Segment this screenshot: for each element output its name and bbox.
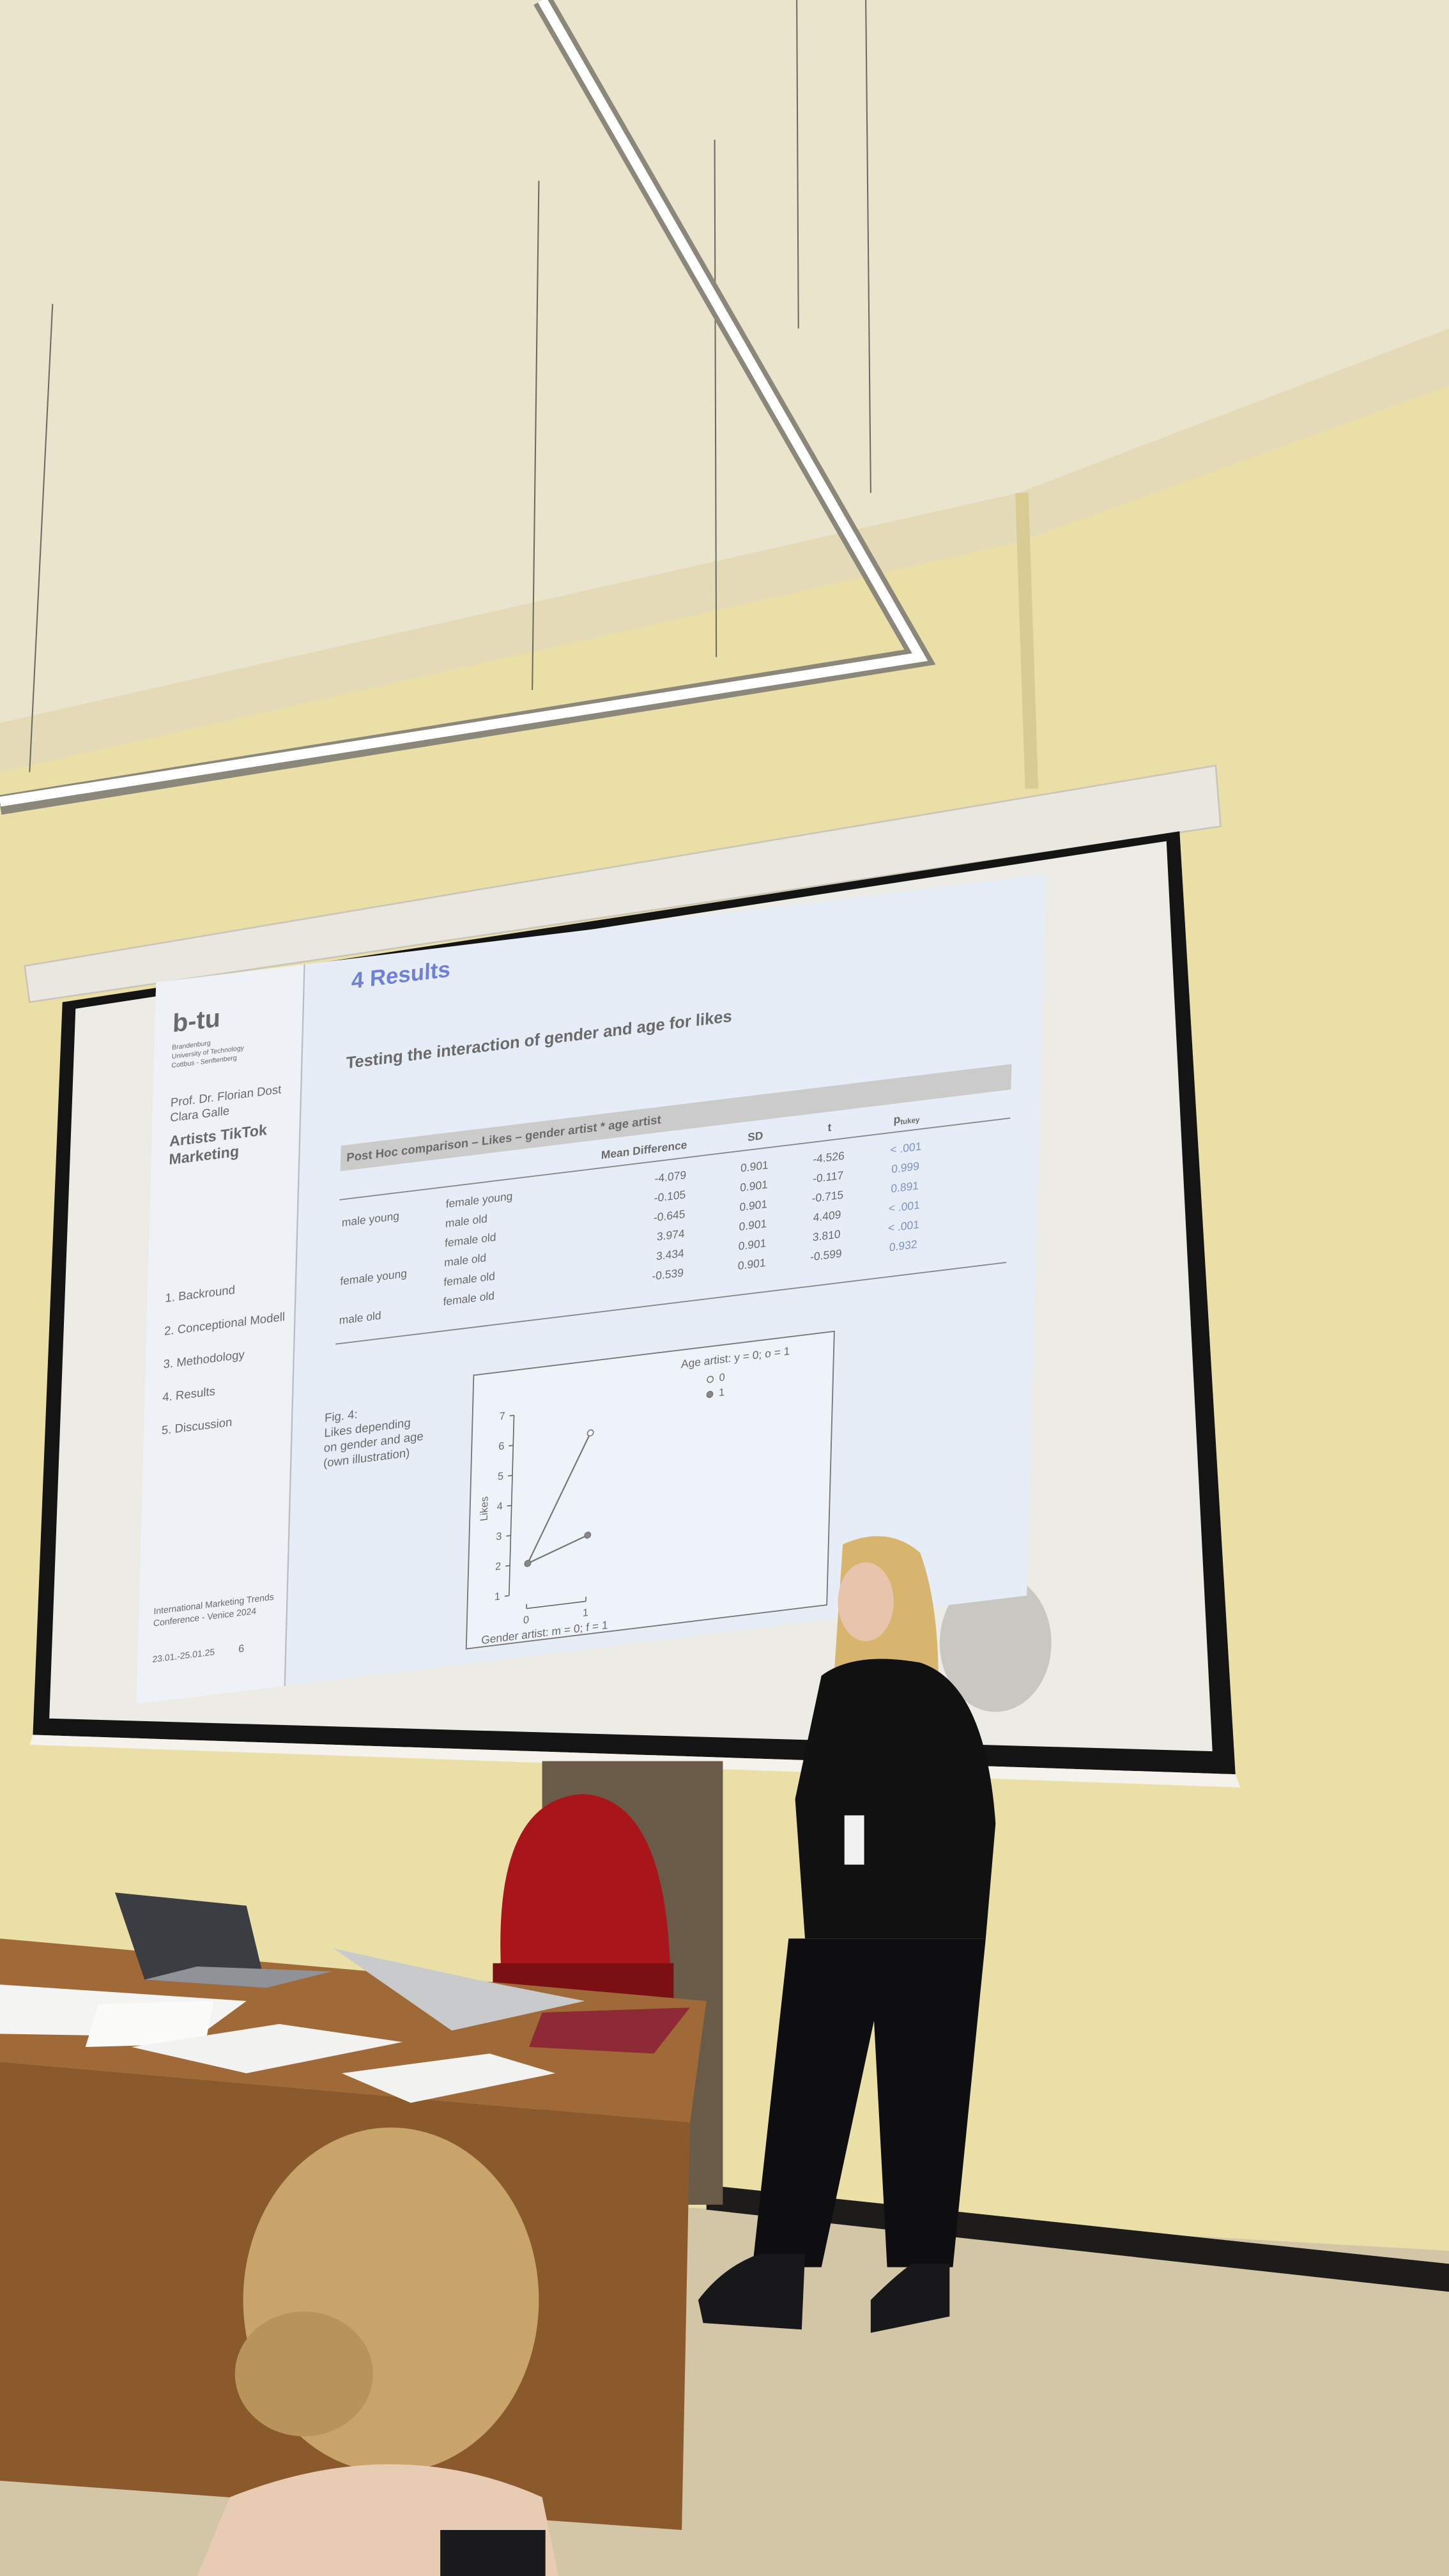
x-axis (526, 1600, 586, 1609)
y-tick (504, 1595, 509, 1597)
x-tick-label: 1 (583, 1607, 589, 1619)
table-rule (339, 1117, 1011, 1200)
table-caption-band (340, 1064, 1012, 1172)
y-tick-label: 5 (498, 1470, 504, 1482)
y-tick (507, 1475, 512, 1476)
papers (85, 2001, 214, 2047)
y-tick-label: 4 (496, 1500, 503, 1512)
presenter-trousers (752, 1938, 986, 2267)
presenter-shoe (698, 2254, 805, 2330)
papers (341, 2053, 556, 2103)
logo: b-tu (172, 1004, 221, 1038)
table-rule (335, 1262, 1007, 1345)
y-tick (506, 1535, 511, 1537)
legend-marker (707, 1376, 714, 1383)
y-tick-label: 7 (499, 1410, 505, 1422)
laptop-base (144, 1966, 332, 1988)
sidebar-divider (284, 964, 305, 1686)
y-tick-label: 6 (498, 1440, 505, 1452)
y-tick-label: 3 (496, 1530, 502, 1542)
page-number: 6 (238, 1643, 245, 1655)
y-tick-label: 1 (494, 1591, 501, 1603)
badge (844, 1815, 864, 1865)
y-tick (509, 1414, 514, 1416)
presenter-jacket (795, 1659, 996, 1939)
attendee-bun (234, 2312, 373, 2437)
y-tick (505, 1565, 510, 1567)
screen-housing (24, 764, 1222, 1004)
legend-label: 0 (719, 1372, 725, 1384)
series-point (524, 1560, 532, 1567)
laptop (334, 1948, 585, 2031)
phone (440, 2530, 546, 2576)
brochure (529, 2007, 690, 2054)
p-symbol: p (893, 1112, 900, 1126)
series-line (527, 1534, 588, 1565)
presenter-face (838, 1562, 894, 1641)
slide: b-tu Brandenburg University of Technolog… (136, 874, 1046, 1705)
figure-frame (465, 1330, 835, 1650)
molding (0, 328, 1449, 772)
presenter-shadow (939, 1574, 1052, 1712)
slide-sidebar (136, 964, 305, 1705)
presenter-shoe (870, 2264, 950, 2333)
chair-back (500, 1794, 671, 1972)
pillar-edge (1015, 493, 1039, 789)
light-fixture (0, 0, 928, 807)
ceiling (0, 0, 1449, 723)
y-axis-label: Likes (479, 1496, 491, 1522)
wires (29, 0, 871, 772)
column-header: ptukey (893, 1110, 920, 1127)
column-header: t (827, 1121, 831, 1134)
laptop-screen (115, 1892, 266, 1988)
x-tick-label: 0 (523, 1614, 530, 1626)
y-tick (509, 1445, 514, 1446)
column-header: SD (747, 1129, 763, 1144)
legend-marker (706, 1391, 714, 1399)
legend-label: 1 (719, 1386, 725, 1399)
y-tick-label: 2 (495, 1561, 502, 1573)
series-point (586, 1429, 594, 1437)
papers (131, 2024, 402, 2074)
y-tick (507, 1505, 512, 1507)
series-point (584, 1531, 592, 1539)
p-subscript: tukey (900, 1116, 920, 1126)
series-line (526, 1432, 592, 1564)
